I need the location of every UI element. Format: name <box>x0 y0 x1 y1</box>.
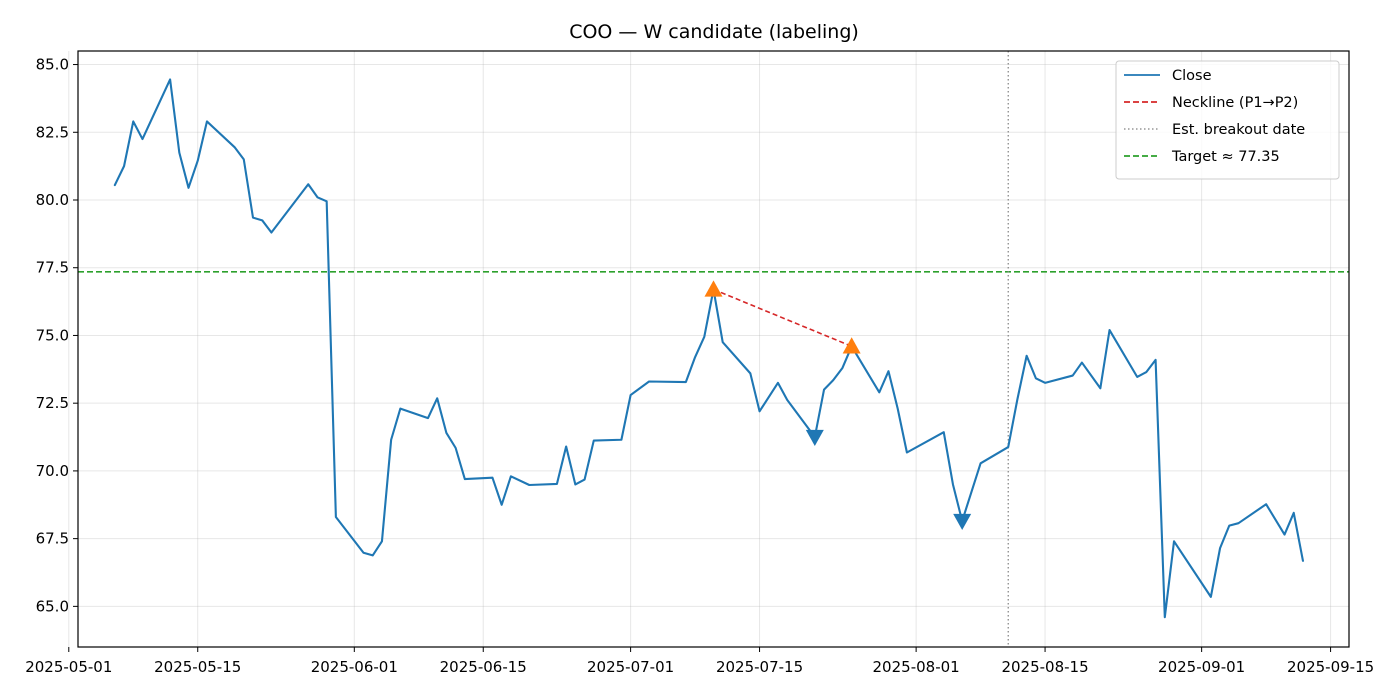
x-tick-label: 2025-05-01 <box>25 658 112 676</box>
legend: Close Neckline (P1→P2) Est. breakout date T… <box>1115 60 1340 180</box>
trough-marker-1 <box>805 429 824 447</box>
y-tick-label: 82.5 <box>36 123 69 141</box>
y-tick-label: 85.0 <box>36 56 69 74</box>
y-tick-label: 65.0 <box>36 597 69 615</box>
peak-marker-p2 <box>842 337 861 354</box>
x-tick-label: 2025-07-01 <box>587 658 674 676</box>
x-tick-label: 2025-06-01 <box>311 658 398 676</box>
y-axis: 65.0 67.5 70.0 72.5 75.0 77.5 80.0 82.5 85.0 <box>36 56 78 615</box>
x-tick-label: 2025-05-15 <box>154 658 241 676</box>
y-tick-label: 80.0 <box>36 191 69 209</box>
y-tick-label: 67.5 <box>36 530 69 548</box>
y-tick-label: 70.0 <box>36 462 69 480</box>
x-tick-label: 2025-09-15 <box>1287 658 1374 676</box>
y-tick-label: 75.0 <box>36 326 69 344</box>
x-axis: 2025-05-01 2025-05-15 2025-06-01 2025-06-15… <box>25 647 1374 676</box>
x-tick-label: 2025-06-15 <box>440 658 527 676</box>
x-tick-label: 2025-08-01 <box>873 658 960 676</box>
y-tick-label: 77.5 <box>36 259 69 277</box>
chart-title: COO — W candidate (labeling) <box>569 21 859 43</box>
marker-layer <box>704 280 972 531</box>
overlay-lines <box>78 51 1349 647</box>
trough-marker-2 <box>953 513 972 531</box>
x-tick-label: 2025-08-15 <box>1001 658 1088 676</box>
legend-label: Target ≈ 77.35 <box>1171 149 1280 165</box>
close-price-line <box>113 78 1304 619</box>
plot-frame <box>77 50 1350 648</box>
series-layer <box>113 78 1304 619</box>
x-tick-label: 2025-07-15 <box>716 658 803 676</box>
legend-label: Est. breakout date <box>1172 122 1305 138</box>
neckline-line <box>713 288 852 348</box>
y-tick-label: 72.5 <box>36 394 69 412</box>
legend-label: Close <box>1172 68 1212 84</box>
peak-marker-p1 <box>704 280 723 297</box>
legend-box <box>1115 60 1340 180</box>
legend-label: Neckline (P1→P2) <box>1172 95 1298 111</box>
x-tick-label: 2025-09-01 <box>1158 658 1245 676</box>
